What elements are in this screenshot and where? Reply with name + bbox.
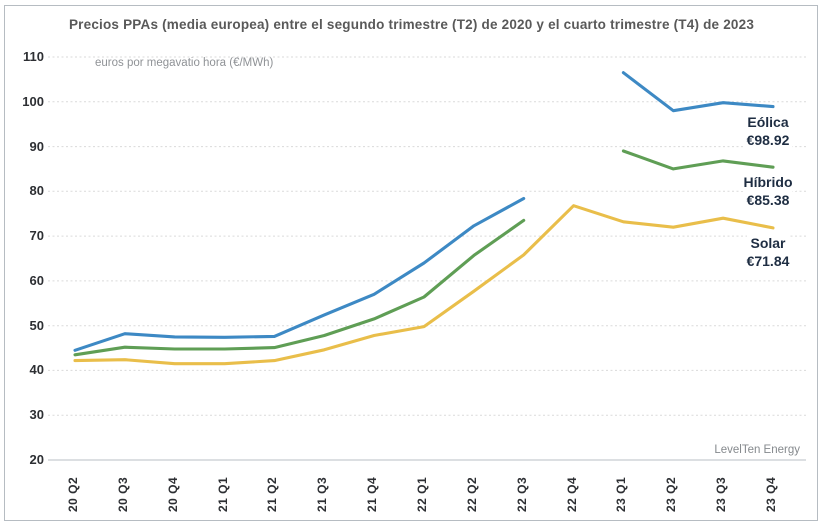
series-name-label: Eólica [744, 112, 792, 131]
x-tick-label-20-Q4: 20 Q4 [165, 476, 180, 512]
series-label-2: Solar €71.84 [718, 233, 818, 270]
source-watermark: LevelTen Energy [714, 444, 800, 456]
y-tick-label-30: 30 [29, 407, 44, 423]
x-tick-label-21-Q4: 21 Q4 [365, 476, 380, 512]
x-tick-label-21-Q3: 21 Q3 [315, 476, 330, 512]
y-axis-unit-label: euros por megavatio hora (€/MWh) [95, 57, 274, 69]
chart-frame [4, 5, 818, 521]
x-tick-label-22-Q3: 22 Q3 [514, 476, 529, 512]
line-series-2 [73, 204, 775, 366]
series-label-0: Eólica €98.92 [718, 112, 818, 149]
series-value-label: €71.84 [743, 251, 793, 270]
y-tick-label-20: 20 [29, 452, 44, 467]
line-series-0 [73, 196, 526, 352]
x-tick-label-22-Q4: 22 Q4 [564, 476, 579, 512]
y-tick-label-50: 50 [29, 317, 44, 333]
x-tick-label-23-Q2: 23 Q2 [664, 476, 679, 512]
x-tick-label-20-Q3: 20 Q3 [115, 476, 130, 512]
series-value-label: €85.38 [743, 191, 793, 210]
x-tick-label-23-Q1: 23 Q1 [614, 476, 629, 512]
y-tick-label-40: 40 [29, 362, 44, 378]
line-series-0 [621, 71, 775, 113]
line-series-1 [73, 218, 526, 357]
series-label-1: Híbrido €85.38 [718, 173, 818, 210]
y-tick-label-80: 80 [29, 183, 44, 199]
series-name-label: Solar [747, 233, 789, 252]
y-tick-label-90: 90 [29, 138, 44, 154]
y-tick-label-110: 110 [23, 49, 44, 64]
y-tick-label-100: 100 [22, 93, 44, 109]
x-tick-label-22-Q2: 22 Q2 [464, 476, 479, 512]
y-tick-label-70: 70 [29, 228, 44, 244]
x-tick-label-21-Q1: 21 Q1 [215, 476, 230, 512]
x-tick-label-22-Q1: 22 Q1 [414, 476, 429, 512]
line-series-1 [621, 149, 775, 171]
x-tick-label-21-Q2: 21 Q2 [265, 476, 280, 512]
y-tick-label-60: 60 [29, 272, 44, 288]
series-name-label: Híbrido [740, 173, 796, 192]
x-tick-label-20-Q2: 20 Q2 [66, 476, 80, 512]
x-tick-label-23-Q3: 23 Q3 [714, 476, 729, 512]
x-tick-label-23-Q4: 23 Q4 [763, 476, 778, 512]
chart-title: Precios PPAs (media europea) entre el se… [68, 17, 755, 32]
series-value-label: €98.92 [743, 130, 793, 149]
